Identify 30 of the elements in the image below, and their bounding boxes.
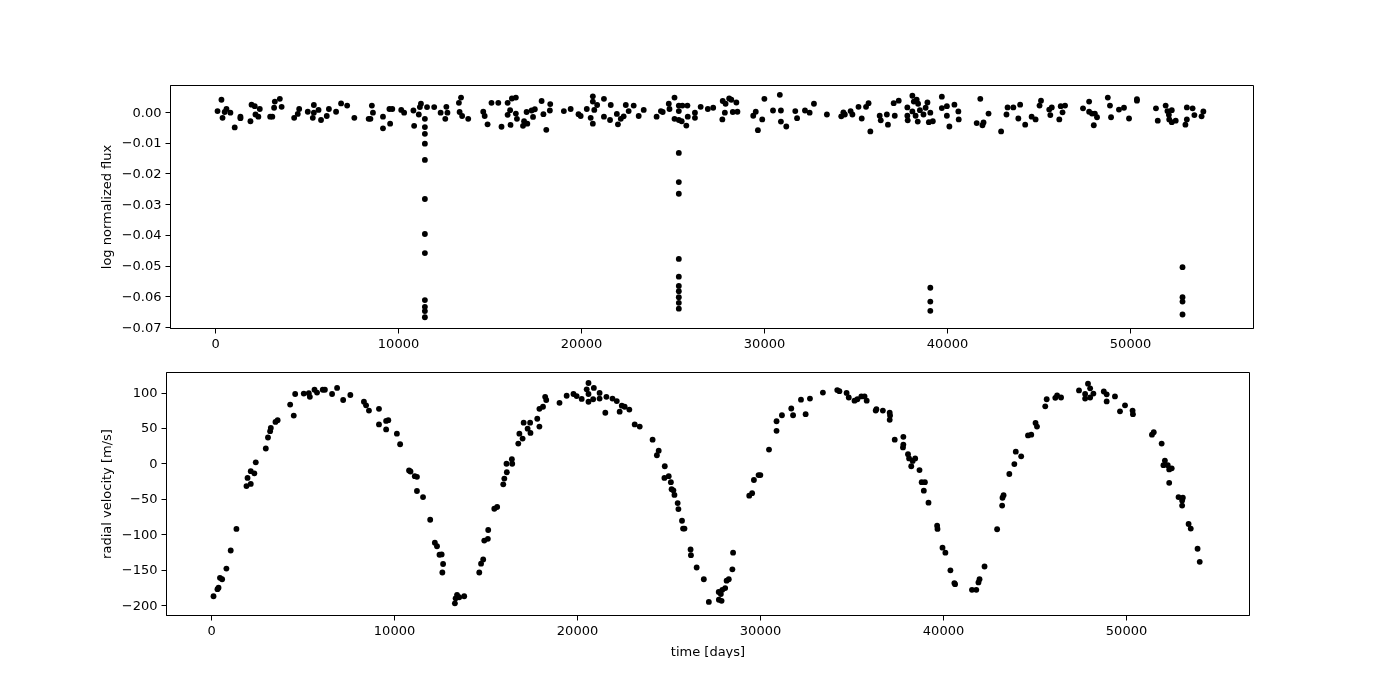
x-axis-title: time [days] [670,643,746,659]
y-tick-label: 0 [149,455,158,471]
x-tick-label: 20000 [556,622,599,638]
y-axis-title: radial velocity [m/s] [98,429,114,559]
y-tick-label: −50 [130,491,158,507]
y-tick-label: −100 [121,526,158,542]
x-tick-label: 10000 [377,335,420,351]
y-tick-label: −150 [121,562,158,578]
y-axis-title: log normalized flux [98,144,114,270]
x-tick-label: 40000 [922,622,965,638]
y-tick-label: −0.06 [121,288,162,304]
y-tick-label: 100 [132,385,158,401]
y-tick-label: 0.00 [132,104,162,120]
x-tick-label: 30000 [743,335,786,351]
y-tick-label: −0.03 [121,196,162,212]
y-tick-label: −200 [121,597,158,613]
x-tick-label: 40000 [926,335,969,351]
y-tick-label: −0.02 [121,165,162,181]
x-tick-label: 50000 [1109,335,1152,351]
x-tick-label: 30000 [739,622,782,638]
x-tick-label: 20000 [560,335,603,351]
y-tick-label: −0.07 [121,319,162,335]
y-tick-label: −0.01 [121,135,162,151]
x-tick-label: 0 [211,335,220,351]
y-tick-label: −0.04 [121,227,162,243]
x-tick-label: 10000 [373,622,416,638]
x-tick-label: 50000 [1105,622,1148,638]
y-tick-label: −0.05 [121,258,162,274]
y-tick-label: 50 [140,420,158,436]
x-tick-label: 0 [207,622,216,638]
